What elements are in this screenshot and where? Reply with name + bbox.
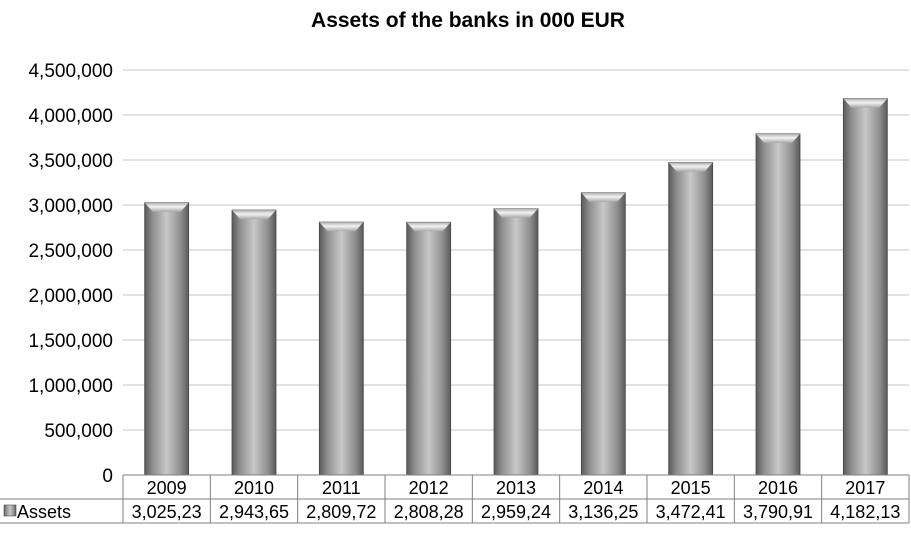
legend-swatch (3, 504, 17, 517)
bars (144, 98, 888, 476)
bar (668, 162, 714, 476)
bar (755, 133, 801, 476)
bar (580, 192, 626, 476)
bar (406, 221, 452, 476)
x-tick-label: 2017 (845, 478, 885, 498)
data-label: 2,809,72 (306, 502, 376, 522)
y-tick-label: 2,000,000 (28, 286, 113, 307)
data-label: 2,959,24 (481, 502, 551, 522)
data-label: 4,182,13 (830, 502, 900, 522)
y-tick-label: 4,000,000 (28, 106, 113, 127)
y-tick-label: 2,500,000 (28, 241, 113, 262)
y-tick-label: 3,500,000 (28, 151, 113, 172)
data-label: 2,943,65 (219, 502, 289, 522)
x-tick-label: 2010 (234, 478, 274, 498)
y-tick-label: 1,500,000 (28, 331, 113, 352)
x-tick-label: 2012 (409, 478, 449, 498)
legend-series-name: Assets (17, 502, 71, 522)
y-tick-label: 3,000,000 (28, 196, 113, 217)
x-tick-label: 2015 (671, 478, 711, 498)
bar (231, 209, 277, 476)
y-tick-label: 4,500,000 (28, 61, 113, 82)
data-table: 2009 2010 2011 2012 2013 2014 2015 2016 2017 Asse… (0, 474, 910, 524)
x-tick-label: 2011 (322, 478, 361, 498)
data-label: 3,472,41 (656, 502, 726, 522)
data-label: 3,025,23 (132, 502, 202, 522)
y-tick-label: 1,000,000 (28, 376, 113, 397)
bar (144, 202, 190, 476)
data-label: 2,808,28 (394, 502, 464, 522)
bar (318, 221, 364, 476)
x-tick-label: 2009 (147, 478, 187, 498)
data-label: 3,790,91 (743, 502, 813, 522)
y-axis: 0 500,000 1,000,000 1,500,000 2,000,000 2,500… (28, 61, 113, 487)
x-tick-label: 2014 (583, 478, 623, 498)
x-tick-label: 2016 (758, 478, 798, 498)
data-label: 3,136,25 (568, 502, 638, 522)
y-tick-label: 0 (102, 466, 113, 487)
bar (842, 98, 888, 476)
chart-title: Assets of the banks in 000 EUR (311, 9, 625, 32)
y-tick-label: 500,000 (44, 421, 113, 442)
x-tick-label: 2013 (496, 478, 536, 498)
bar (493, 208, 539, 476)
